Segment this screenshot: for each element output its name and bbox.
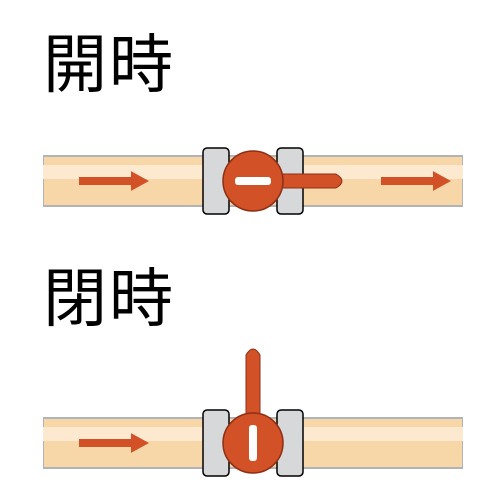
diagram-close xyxy=(43,326,463,486)
diagram-open xyxy=(43,104,463,224)
label-open: 開時 xyxy=(43,14,175,106)
stage: 開時 閉時 xyxy=(0,0,500,500)
